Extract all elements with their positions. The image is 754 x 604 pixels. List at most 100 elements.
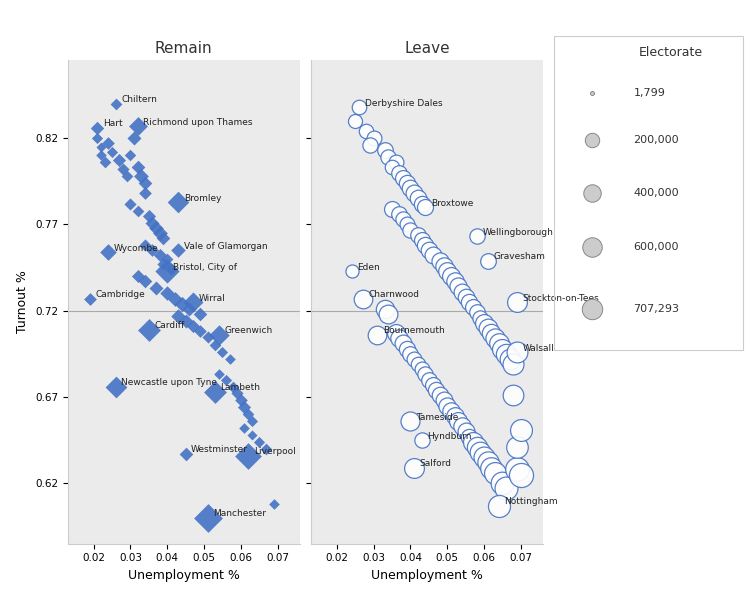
Point — [109, 382, 121, 391]
Text: Vale of Glamorgan: Vale of Glamorgan — [184, 242, 268, 251]
Point — [91, 133, 103, 143]
Text: Tameside: Tameside — [416, 413, 458, 422]
Point — [128, 133, 140, 143]
Point — [437, 261, 449, 271]
Point — [172, 245, 184, 255]
Text: Electorate: Electorate — [639, 46, 703, 59]
Point — [408, 463, 420, 472]
Point — [489, 468, 501, 478]
Point — [382, 309, 394, 319]
Point — [386, 162, 398, 172]
Point — [161, 289, 173, 298]
Point — [224, 354, 236, 364]
Point — [404, 416, 416, 426]
Point — [404, 349, 416, 359]
Point — [408, 188, 420, 198]
Point — [353, 102, 365, 112]
Point — [187, 297, 199, 307]
Point — [511, 297, 523, 307]
Point — [456, 422, 468, 431]
Point — [379, 146, 391, 155]
Text: Wycombe: Wycombe — [114, 243, 158, 252]
Point — [404, 183, 416, 193]
Point — [158, 259, 170, 269]
Point — [357, 294, 369, 303]
Text: Leave: Leave — [404, 40, 450, 56]
Point — [482, 458, 494, 467]
Point — [360, 126, 372, 136]
Point — [187, 321, 199, 331]
Point — [431, 385, 443, 395]
Point — [401, 219, 413, 229]
Point — [109, 98, 121, 108]
Point — [386, 204, 398, 214]
Point — [242, 451, 254, 460]
Point — [201, 332, 213, 341]
Point — [408, 354, 420, 364]
Point — [441, 266, 453, 276]
Point — [441, 400, 453, 410]
Point — [238, 402, 250, 412]
Point — [246, 416, 258, 426]
Text: Remain: Remain — [155, 40, 213, 56]
Point — [507, 390, 520, 400]
Point — [397, 339, 409, 349]
Text: Derbyshire Dales: Derbyshire Dales — [364, 98, 442, 108]
Point — [172, 311, 184, 321]
Point — [201, 513, 213, 522]
Text: Cambridge: Cambridge — [96, 290, 146, 299]
Point — [496, 478, 508, 488]
Text: Manchester: Manchester — [213, 509, 266, 518]
Point — [132, 162, 144, 172]
Point — [470, 231, 483, 241]
Point — [423, 245, 435, 255]
Point — [209, 387, 221, 397]
Point — [500, 484, 512, 493]
Point — [463, 432, 475, 442]
Point — [165, 265, 177, 274]
Point — [437, 396, 449, 405]
Point — [382, 152, 394, 162]
Point — [456, 287, 468, 297]
Text: Greenwich: Greenwich — [224, 326, 272, 335]
Text: Charnwood: Charnwood — [368, 290, 419, 299]
Point — [478, 318, 490, 327]
Point — [132, 206, 144, 216]
Point — [213, 330, 225, 339]
Point — [121, 171, 133, 181]
Point — [99, 158, 111, 167]
Point — [183, 304, 195, 313]
Point — [195, 309, 207, 319]
Point — [415, 199, 428, 208]
Point — [500, 349, 512, 359]
Point — [467, 303, 479, 312]
Point — [154, 228, 166, 238]
Point — [161, 254, 173, 264]
Point — [209, 340, 221, 350]
Point — [486, 463, 498, 472]
Point — [220, 375, 232, 385]
Point — [482, 323, 494, 333]
Text: Westminster: Westminster — [191, 446, 248, 454]
Point — [412, 359, 424, 369]
Point — [95, 142, 107, 152]
Point — [117, 164, 129, 174]
Point — [504, 354, 516, 364]
Point — [216, 347, 228, 357]
Point — [452, 281, 464, 291]
Text: 400,000: 400,000 — [633, 188, 679, 198]
Text: 1,799: 1,799 — [633, 88, 665, 98]
Point — [474, 448, 486, 457]
Point — [371, 330, 383, 339]
Point — [132, 271, 144, 281]
Point — [124, 199, 136, 208]
Point — [260, 444, 272, 454]
Point — [124, 150, 136, 160]
Point — [103, 138, 115, 148]
Point — [390, 158, 402, 167]
Point — [349, 116, 361, 126]
Point — [150, 283, 162, 293]
Text: 707,293: 707,293 — [633, 304, 679, 315]
Point — [434, 255, 446, 265]
Point — [419, 370, 431, 379]
